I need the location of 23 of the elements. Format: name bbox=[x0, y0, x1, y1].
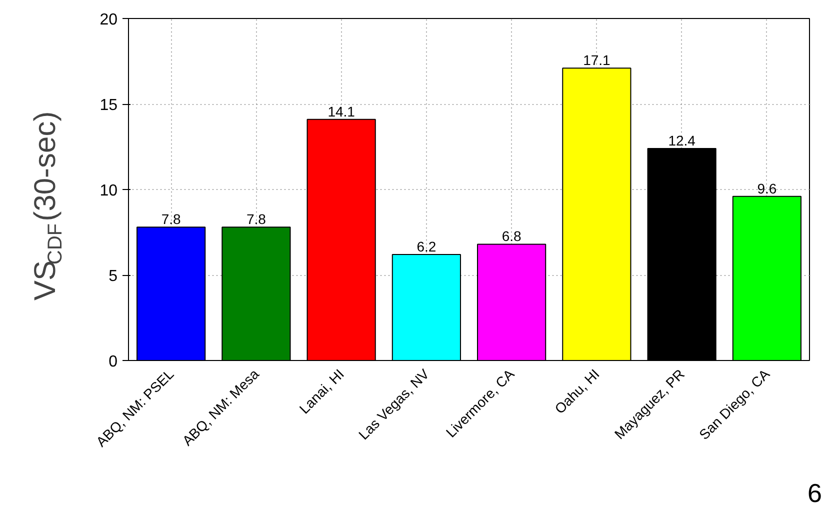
data-label: 17.1 bbox=[583, 52, 611, 68]
bar bbox=[647, 148, 716, 360]
bar bbox=[306, 118, 376, 360]
bar bbox=[392, 254, 461, 360]
y-tick-label: 0 bbox=[108, 354, 118, 370]
data-label: 7.8 bbox=[161, 211, 182, 228]
bar bbox=[732, 196, 802, 360]
bar bbox=[562, 68, 632, 360]
bar bbox=[222, 226, 291, 360]
data-label: 14.1 bbox=[328, 103, 356, 120]
y-tick-label: 20 bbox=[100, 12, 118, 28]
bar bbox=[136, 226, 206, 360]
data-label: 7.8 bbox=[246, 211, 266, 228]
text: 6 bbox=[808, 477, 822, 508]
y-axis-title: VSCDF(30-sec) bbox=[29, 111, 66, 300]
data-label: 9.6 bbox=[757, 180, 777, 196]
bar bbox=[477, 244, 546, 360]
data-label: 6.8 bbox=[502, 228, 522, 244]
y-tick-label: 15 bbox=[100, 97, 118, 114]
y-tick-label: 10 bbox=[100, 182, 118, 200]
y-tick-label: 5 bbox=[108, 268, 118, 285]
data-label: 6.2 bbox=[416, 238, 436, 254]
data-label: 12.4 bbox=[668, 132, 696, 148]
